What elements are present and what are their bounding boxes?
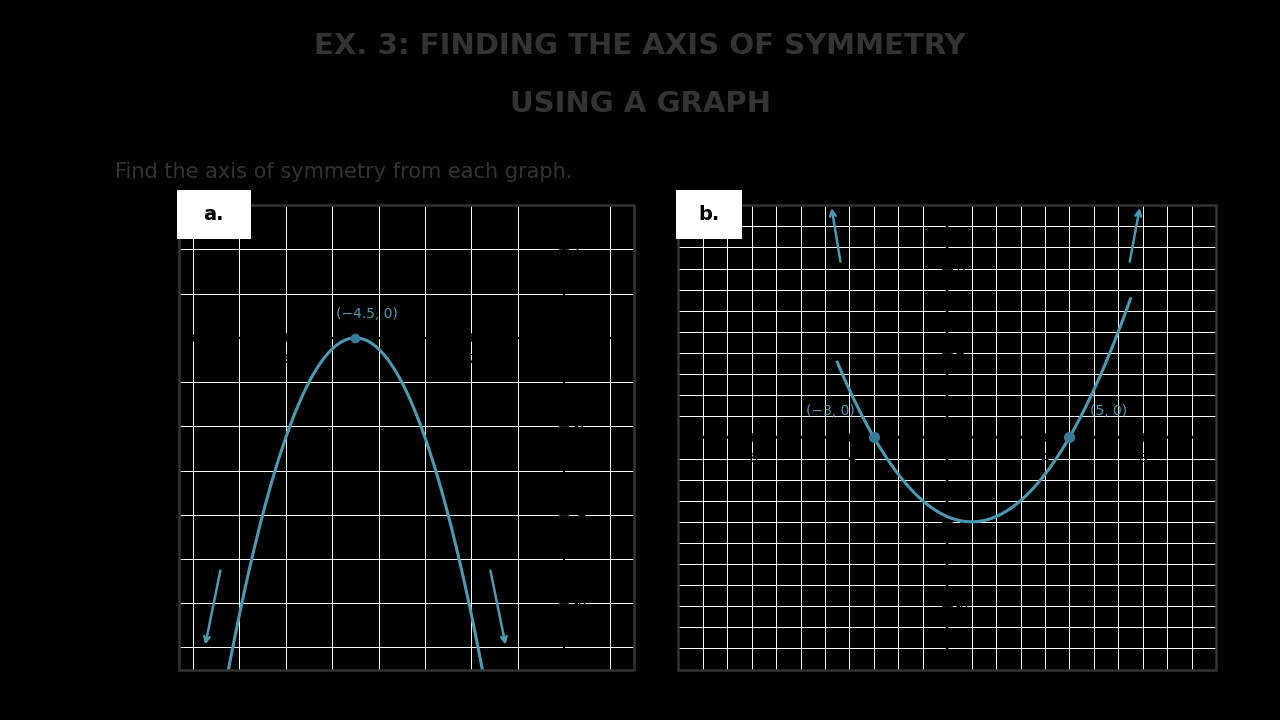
Text: y: y	[570, 191, 580, 209]
Text: 8: 8	[956, 262, 964, 275]
Text: -4: -4	[573, 508, 586, 521]
Text: b.: b.	[699, 205, 719, 224]
Text: -8: -8	[956, 600, 969, 613]
Text: -4: -4	[844, 452, 856, 465]
Text: -6: -6	[279, 354, 292, 366]
FancyBboxPatch shape	[172, 186, 256, 243]
Text: -6: -6	[573, 597, 586, 610]
Text: -2: -2	[465, 354, 477, 366]
Text: EX. 3: FINDING THE AXIS OF SYMMETRY: EX. 3: FINDING THE AXIS OF SYMMETRY	[314, 32, 966, 60]
Text: x: x	[1219, 428, 1229, 446]
Text: 4: 4	[956, 346, 964, 359]
Text: USING A GRAPH: USING A GRAPH	[509, 90, 771, 118]
Bar	[678, 205, 1216, 670]
Text: 2: 2	[573, 243, 582, 256]
Text: 8: 8	[1138, 452, 1147, 465]
Text: -2: -2	[573, 420, 586, 433]
Text: (5, 0): (5, 0)	[1089, 405, 1128, 418]
Text: (−3, 0): (−3, 0)	[805, 405, 854, 418]
Text: a.: a.	[204, 205, 224, 224]
Bar	[179, 205, 634, 670]
Text: x: x	[631, 327, 641, 345]
Text: (−4.5, 0): (−4.5, 0)	[337, 307, 398, 321]
Text: -8: -8	[745, 452, 758, 465]
Text: Find the axis of symmetry from each graph.: Find the axis of symmetry from each grap…	[115, 162, 572, 182]
Text: y: y	[956, 189, 965, 207]
Text: -4: -4	[956, 516, 969, 528]
Text: 4: 4	[1041, 452, 1050, 465]
FancyBboxPatch shape	[671, 186, 748, 243]
